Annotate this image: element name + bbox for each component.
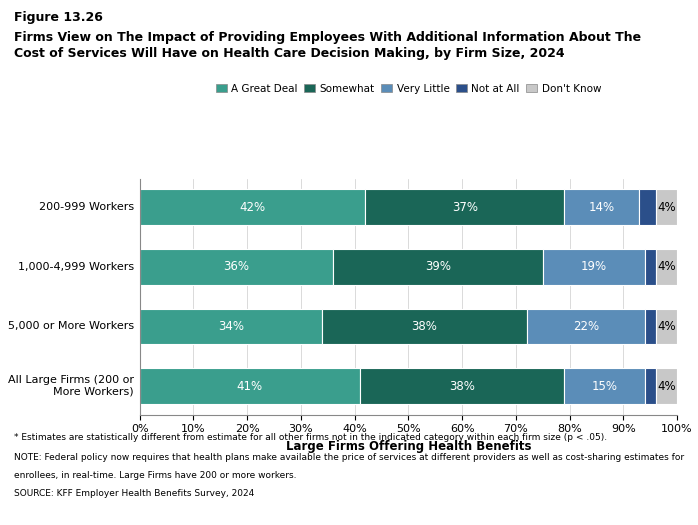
Text: 34%: 34% (218, 320, 244, 333)
Bar (645, 309, 655, 344)
Bar (140, 368, 360, 404)
Bar (542, 249, 645, 285)
Bar (322, 309, 526, 344)
Text: * Estimates are statistically different from estimate for all other firms not in: * Estimates are statistically different … (14, 433, 607, 442)
Text: 37%: 37% (452, 201, 477, 214)
Bar (140, 309, 322, 344)
Bar (365, 189, 564, 225)
Bar (564, 189, 639, 225)
Text: enrollees, in real-time. Large Firms have 200 or more workers.: enrollees, in real-time. Large Firms hav… (14, 471, 297, 480)
Bar (655, 189, 677, 225)
X-axis label: Large Firms Offering Health Benefits: Large Firms Offering Health Benefits (285, 440, 531, 453)
Text: Figure 13.26: Figure 13.26 (14, 10, 103, 24)
Text: NOTE: Federal policy now requires that health plans make available the price of : NOTE: Federal policy now requires that h… (14, 453, 684, 462)
Text: 42%: 42% (239, 201, 265, 214)
Text: 14%: 14% (588, 201, 615, 214)
Bar (333, 249, 542, 285)
Text: 38%: 38% (412, 320, 438, 333)
Text: 38%: 38% (449, 380, 475, 393)
Bar (140, 249, 333, 285)
Bar (645, 368, 655, 404)
Bar (655, 249, 677, 285)
Text: 36%: 36% (223, 260, 249, 274)
Bar (140, 189, 365, 225)
Bar (655, 368, 677, 404)
Legend: A Great Deal, Somewhat, Very Little, Not at All, Don't Know: A Great Deal, Somewhat, Very Little, Not… (211, 79, 605, 98)
Bar (655, 309, 677, 344)
Text: 41%: 41% (237, 380, 263, 393)
Text: 15%: 15% (591, 380, 618, 393)
Bar (639, 189, 655, 225)
Text: 4%: 4% (657, 201, 676, 214)
Text: 4%: 4% (657, 320, 676, 333)
Text: SOURCE: KFF Employer Health Benefits Survey, 2024: SOURCE: KFF Employer Health Benefits Sur… (14, 489, 254, 498)
Bar (645, 249, 655, 285)
Bar (360, 368, 564, 404)
Text: Firms View on The Impact of Providing Employees With Additional Information Abou: Firms View on The Impact of Providing Em… (14, 32, 641, 59)
Text: 39%: 39% (425, 260, 451, 274)
Bar (564, 368, 645, 404)
Bar (526, 309, 645, 344)
Text: 22%: 22% (572, 320, 599, 333)
Text: 4%: 4% (657, 380, 676, 393)
Text: 4%: 4% (657, 260, 676, 274)
Text: 19%: 19% (581, 260, 607, 274)
